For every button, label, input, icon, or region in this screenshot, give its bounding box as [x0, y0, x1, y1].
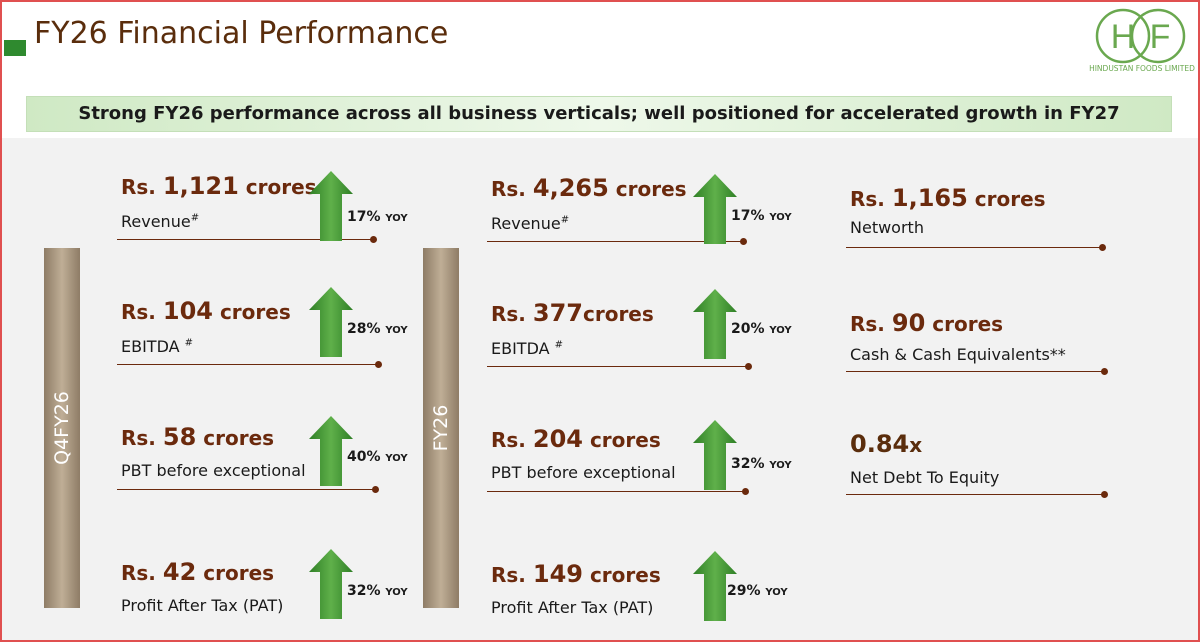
metric-label: EBITDA # — [491, 339, 564, 358]
growth-up-arrow-icon — [693, 420, 737, 490]
metric-label: Profit After Tax (PAT) — [121, 596, 284, 615]
metric-divider — [487, 241, 743, 242]
metric-label: Revenue# — [491, 214, 570, 233]
growth-yoy: 40% YOY — [347, 449, 408, 465]
metric-divider — [846, 494, 1104, 495]
growth-yoy: 17% YOY — [347, 209, 408, 225]
metric-value: Rs. 42 crores — [121, 558, 275, 586]
metric-value: Rs. 1,165 crores — [850, 184, 1046, 212]
divider-dot — [372, 486, 379, 493]
metric-label: Revenue# — [121, 212, 200, 231]
divider-dot — [375, 361, 382, 368]
metric-label: Networth — [850, 218, 924, 237]
divider-dot — [1101, 368, 1108, 375]
company-logo: H F — [1095, 8, 1186, 64]
divider-dot — [370, 236, 377, 243]
page-title: FY26 Financial Performance — [34, 16, 449, 51]
growth-up-arrow-icon — [309, 287, 353, 357]
period-label-q4fy26: Q4FY26 — [51, 391, 73, 465]
growth-yoy: 17% YOY — [731, 208, 792, 224]
metric-divider — [487, 366, 748, 367]
metric-value: Rs. 90 crores — [850, 309, 1004, 337]
divider-dot — [745, 363, 752, 370]
metric-value: Rs. 149 crores — [491, 560, 661, 588]
headline-text: Strong FY26 performance across all busin… — [78, 103, 1120, 124]
metric-label: PBT before exceptional — [491, 463, 676, 482]
growth-yoy: 32% YOY — [347, 583, 408, 599]
growth-up-arrow-icon — [693, 174, 737, 244]
metric-value: Rs. 4,265 crores — [491, 174, 687, 202]
divider-dot — [742, 488, 749, 495]
growth-yoy: 32% YOY — [731, 456, 792, 472]
metric-value: Rs. 58 crores — [121, 423, 275, 451]
growth-up-arrow-icon — [693, 289, 737, 359]
period-label-fy26: FY26 — [430, 404, 452, 452]
growth-up-arrow-icon — [693, 551, 737, 621]
metric-value: Rs. 204 crores — [491, 425, 661, 453]
divider-dot — [1099, 244, 1106, 251]
growth-yoy: 29% YOY — [727, 583, 788, 599]
period-bar-fy26: FY26 — [423, 248, 459, 608]
logo-company-name: HINDUSTAN FOODS LIMITED — [1089, 64, 1195, 73]
headline-banner: Strong FY26 performance across all busin… — [26, 96, 1172, 132]
metric-label: Cash & Cash Equivalents** — [850, 345, 1066, 364]
logo-letter-h: H — [1111, 18, 1136, 56]
content-area — [2, 138, 1198, 640]
metric-divider — [117, 489, 375, 490]
growth-yoy: 20% YOY — [731, 321, 792, 337]
divider-dot — [740, 238, 747, 245]
growth-up-arrow-icon — [309, 549, 353, 619]
period-bar-q4fy26: Q4FY26 — [44, 248, 80, 608]
growth-up-arrow-icon — [309, 416, 353, 486]
metric-divider — [117, 239, 373, 240]
metric-divider — [487, 491, 745, 492]
metric-divider — [846, 247, 1102, 248]
title-accent-bar — [4, 40, 26, 56]
metric-value: Rs. 104 crores — [121, 297, 291, 325]
metric-value: Rs. 377crores — [491, 299, 654, 327]
metric-value: 0.84x — [850, 430, 923, 458]
metric-label: Net Debt To Equity — [850, 468, 1000, 487]
divider-dot — [1101, 491, 1108, 498]
metric-label: Profit After Tax (PAT) — [491, 598, 654, 617]
metric-divider — [846, 371, 1104, 372]
growth-up-arrow-icon — [309, 171, 353, 241]
metric-label: EBITDA # — [121, 337, 194, 356]
metric-label: PBT before exceptional — [121, 461, 306, 480]
metric-value: Rs. 1,121 crores — [121, 172, 317, 200]
logo-letter-f: F — [1150, 18, 1171, 56]
metric-divider — [117, 364, 378, 365]
growth-yoy: 28% YOY — [347, 321, 408, 337]
